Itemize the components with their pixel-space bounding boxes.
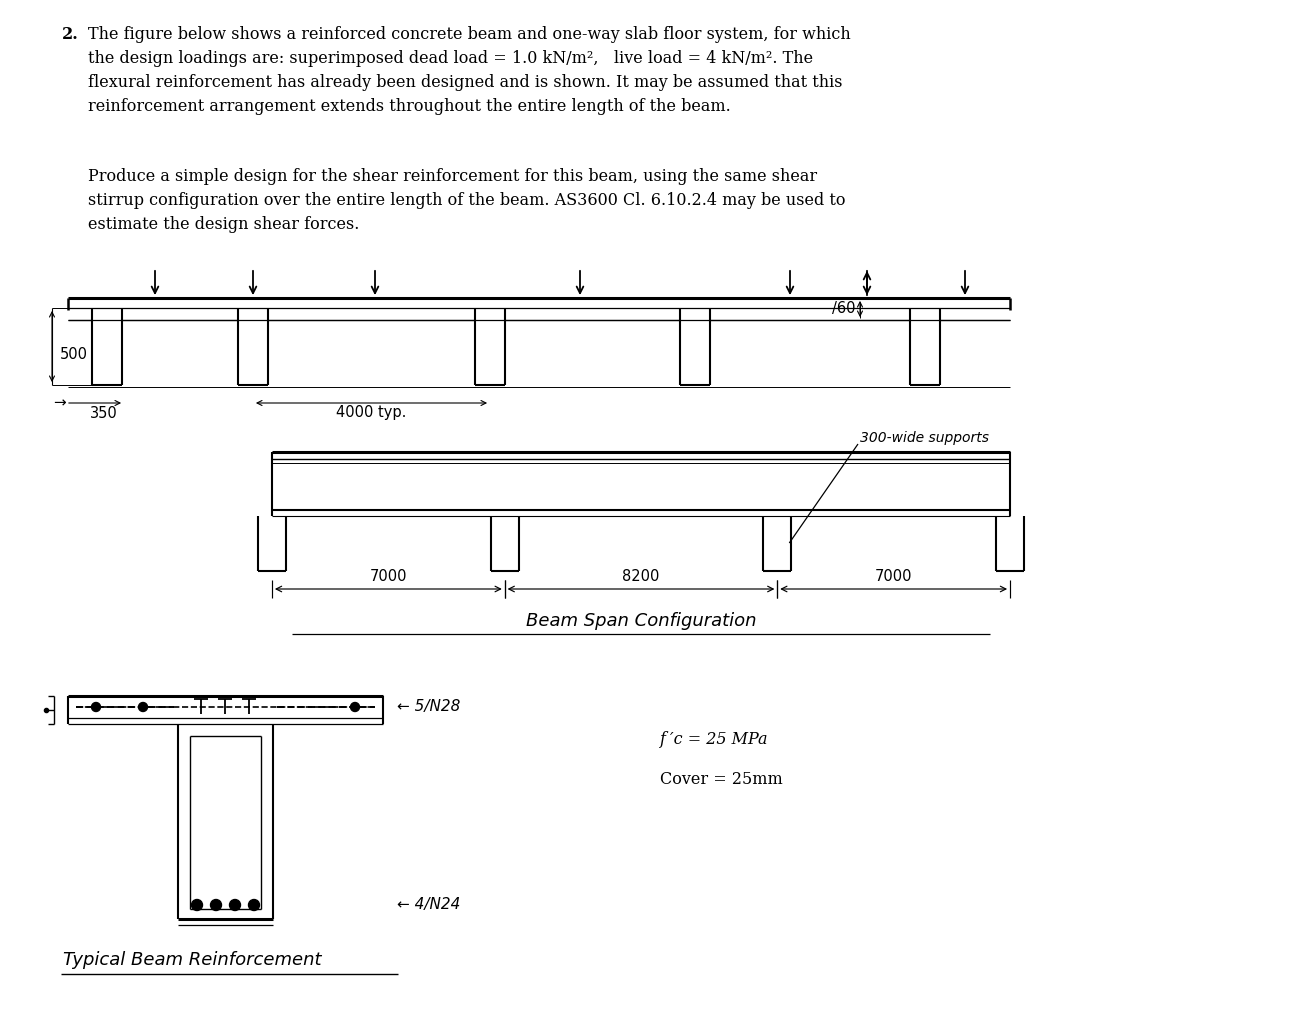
Circle shape xyxy=(138,702,147,711)
Text: ← 4/N24: ← 4/N24 xyxy=(397,897,461,912)
Text: 2.: 2. xyxy=(62,26,79,43)
Text: 7000: 7000 xyxy=(875,569,912,584)
Text: 500: 500 xyxy=(61,347,88,362)
Text: 350: 350 xyxy=(90,405,117,421)
Text: 7000: 7000 xyxy=(370,569,408,584)
Text: Produce a simple design for the shear reinforcement for this beam, using the sam: Produce a simple design for the shear re… xyxy=(88,168,845,234)
Circle shape xyxy=(191,899,203,910)
Text: 300-wide supports: 300-wide supports xyxy=(860,431,989,445)
Text: 4000 typ.: 4000 typ. xyxy=(337,405,406,421)
Text: /60: /60 xyxy=(832,302,855,317)
Circle shape xyxy=(92,702,101,711)
Text: Typical Beam Reinforcement: Typical Beam Reinforcement xyxy=(63,951,321,969)
Text: Cover = 25mm: Cover = 25mm xyxy=(660,771,783,788)
Circle shape xyxy=(210,899,222,910)
Text: →: → xyxy=(53,395,66,410)
Circle shape xyxy=(249,899,259,910)
Circle shape xyxy=(230,899,240,910)
Text: ← 5/N28: ← 5/N28 xyxy=(397,699,461,714)
Circle shape xyxy=(351,702,360,711)
Text: Beam Span Configuration: Beam Span Configuration xyxy=(526,612,756,630)
Text: The figure below shows a reinforced concrete beam and one-way slab floor system,: The figure below shows a reinforced conc… xyxy=(88,26,850,116)
Text: 8200: 8200 xyxy=(622,569,659,584)
Text: f ′c = 25 MPa: f ′c = 25 MPa xyxy=(660,732,769,749)
